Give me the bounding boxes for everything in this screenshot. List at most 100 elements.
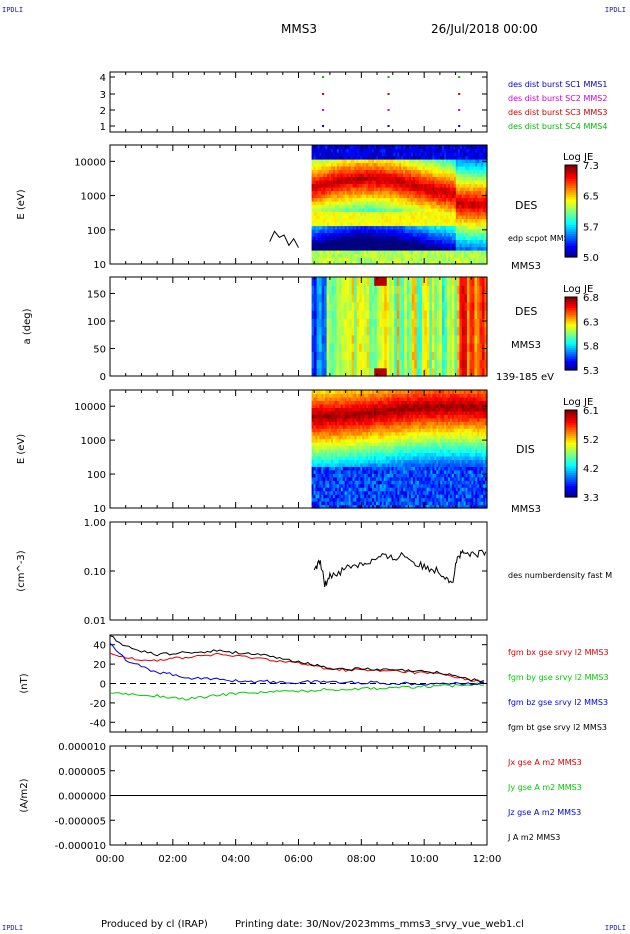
des-heatmap-cell <box>412 236 416 241</box>
dis-heatmap-cell <box>342 490 346 495</box>
des-heatmap-cell <box>426 176 430 181</box>
des-heatmap-cell <box>387 218 391 223</box>
pitch-heatmap-cell <box>456 310 461 319</box>
des-heatmap-cell <box>385 257 389 262</box>
des-heatmap-cell <box>387 162 391 167</box>
dis-heatmap-cell <box>348 449 352 454</box>
des-heatmap-cell <box>315 239 319 244</box>
des-heatmap-cell <box>352 225 356 230</box>
des-heatmap-cell <box>381 204 385 209</box>
des-heatmap-cell <box>375 176 379 181</box>
des-heatmap-cell <box>331 225 334 230</box>
des-heatmap-cell <box>393 152 396 157</box>
dis-heatmap-cell <box>352 435 356 440</box>
des-heatmap-cell <box>362 159 365 164</box>
dis-heatmap-cell <box>327 501 330 506</box>
des-heatmap-cell <box>362 173 365 178</box>
pitch-heatmap-cell <box>411 277 415 286</box>
pitch-heatmap-cell <box>446 310 451 319</box>
des-heatmap-cell <box>422 211 426 216</box>
dis-heatmap-cell <box>319 480 322 485</box>
des-heatmap-cell <box>475 246 478 251</box>
des-heatmap-cell <box>448 257 451 262</box>
des-heatmap-cell <box>446 218 449 223</box>
des-heatmap-cell <box>373 145 377 150</box>
des-heatmap-cell <box>327 243 330 248</box>
dis-heatmap-cell <box>348 424 352 429</box>
des-heatmap-cell <box>440 250 443 255</box>
pitch-heatmap-cell <box>376 318 380 328</box>
des-heatmap-cell <box>412 257 416 262</box>
dis-heatmap-cell <box>342 476 346 481</box>
des-heatmap-cell <box>319 215 322 220</box>
dis-heatmap-cell <box>346 449 350 454</box>
des-heatmap-cell <box>440 173 443 178</box>
des-heatmap-cell <box>366 145 369 150</box>
des-heatmap-cell <box>360 169 363 174</box>
des-heatmap-cell <box>401 257 404 262</box>
dis-heatmap-cell <box>356 462 359 467</box>
pitch-heatmap-cell <box>374 277 378 286</box>
des-heatmap-cell <box>383 253 387 258</box>
des-heatmap-cell <box>348 239 352 244</box>
des-heatmap-cell <box>321 239 324 244</box>
des-heatmap-cell <box>409 250 412 255</box>
dis-heatmap-cell <box>358 459 361 464</box>
pitch-heatmap-cell <box>374 318 378 328</box>
pitch-heatmap-cell <box>374 351 378 361</box>
dis-heatmap-cell <box>346 504 350 509</box>
pitch-heatmap-cell <box>371 351 375 361</box>
pitch-heatmap-cell <box>376 310 380 319</box>
des-heatmap-cell <box>373 159 377 164</box>
dis-heatmap-cell <box>350 483 354 488</box>
dis-heatmap-cell <box>340 466 344 471</box>
des-heatmap-cell <box>465 208 469 213</box>
des-heatmap-cell <box>410 148 414 153</box>
des-heatmap-cell <box>311 197 315 202</box>
des-heatmap-cell <box>409 218 412 223</box>
des-heatmap-cell <box>479 246 482 251</box>
des-heatmap-cell <box>354 257 358 262</box>
pitch-heatmap-cell <box>399 359 403 369</box>
dis-heatmap-cell <box>321 438 324 443</box>
dis-heatmap-cell <box>333 396 336 402</box>
des-heatmap-cell <box>313 190 317 195</box>
des-heatmap-cell <box>483 197 486 202</box>
des-heatmap-cell <box>352 159 356 164</box>
des-heatmap-cell <box>407 204 410 209</box>
des-heatmap-cell <box>430 236 434 241</box>
dis-heatmap-cell <box>325 421 328 426</box>
des-heatmap-cell <box>352 229 356 234</box>
des-heatmap-cell <box>416 180 420 185</box>
des-heatmap-cell <box>360 155 363 160</box>
pitch-heatmap-cell <box>366 359 370 369</box>
dis-heatmap-cell <box>342 390 346 395</box>
des-heatmap-cell <box>424 211 428 216</box>
dis-heatmap-cell <box>325 452 328 457</box>
burst-marker-sc3 <box>387 93 390 95</box>
des-heatmap-cell <box>323 148 326 153</box>
des-heatmap-cell <box>475 183 478 188</box>
des-heatmap-cell <box>453 222 457 227</box>
des-heatmap-cell <box>469 173 473 178</box>
des-heatmap-cell <box>461 152 465 157</box>
pitch-heatmap-cell <box>456 334 461 344</box>
des-heatmap-cell <box>451 239 455 244</box>
des-heatmap-cell <box>440 194 443 199</box>
des-heatmap-cell <box>479 253 482 258</box>
pitch-heatmap-cell <box>384 277 388 286</box>
des-heatmap-cell <box>317 257 320 262</box>
des-heatmap-cell <box>463 197 467 202</box>
dis-heatmap-cell <box>333 407 336 412</box>
des-heatmap-cell <box>426 159 430 164</box>
pitch-heatmap-cell <box>434 285 438 295</box>
pitch-heatmap-cell <box>459 293 463 303</box>
des-heatmap-cell <box>403 208 406 213</box>
des-heatmap-cell <box>405 169 408 174</box>
pitch-heatmap-cell <box>354 318 358 328</box>
des-heatmap-cell <box>448 218 451 223</box>
des-heatmap-cell <box>313 183 317 188</box>
dis-heatmap-cell <box>313 494 317 499</box>
des-heatmap-cell <box>409 236 412 241</box>
des-heatmap-cell <box>459 155 463 160</box>
